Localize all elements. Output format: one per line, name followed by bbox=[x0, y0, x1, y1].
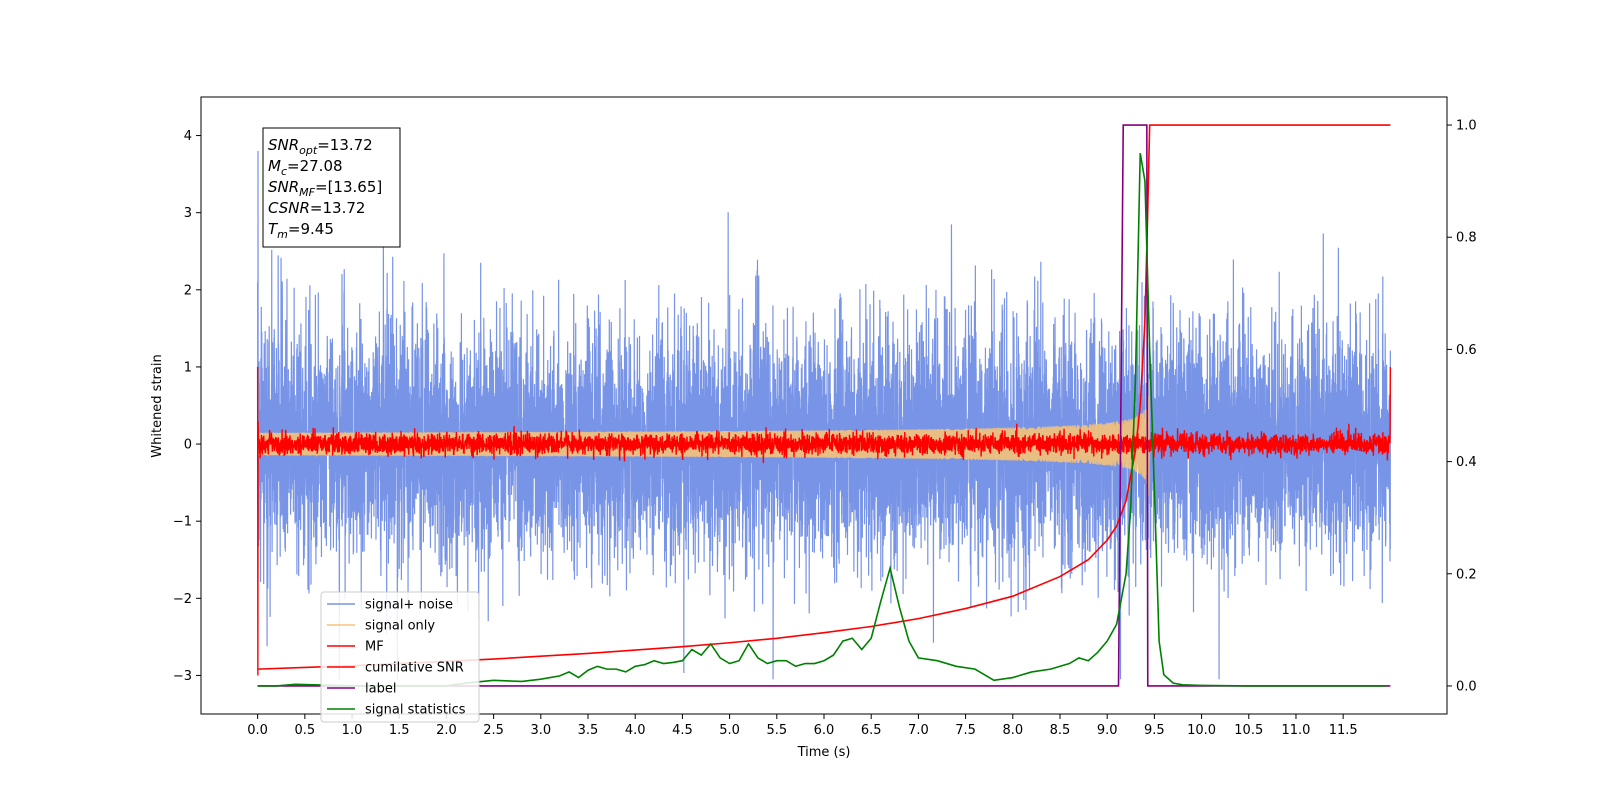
y-axis-label: Whitened strain bbox=[150, 354, 165, 457]
series-label bbox=[257, 124, 1391, 687]
x-tick-label: 1.0 bbox=[342, 723, 363, 738]
x-tick-label: 4.0 bbox=[625, 723, 646, 738]
legend-entry: signal statistics bbox=[365, 703, 466, 718]
legend-entry: MF bbox=[365, 640, 384, 655]
y-tick-label: 1 bbox=[184, 360, 192, 375]
y-axis-left: −3 −2 −1 0 1 2 3 4 bbox=[173, 129, 201, 684]
x-tick-label: 8.5 bbox=[1050, 723, 1071, 738]
legend-entry: signal only bbox=[365, 619, 435, 634]
legend-entry: cumilative SNR bbox=[365, 661, 464, 676]
x-tick-label: 0.5 bbox=[294, 723, 315, 738]
y-axis-right: 0.0 0.2 0.4 0.6 0.8 1.0 bbox=[1447, 119, 1477, 694]
x-tick-label: 3.5 bbox=[578, 723, 599, 738]
x-tick-label: 4.5 bbox=[672, 723, 693, 738]
x-tick-label: 7.0 bbox=[908, 723, 929, 738]
x-tick-label: 1.5 bbox=[389, 723, 410, 738]
x-tick-label: 6.0 bbox=[814, 723, 835, 738]
y-tick-label: −3 bbox=[173, 669, 192, 684]
series-signal-statistics bbox=[257, 152, 1386, 687]
annotation-line: Tm=9.45 bbox=[268, 220, 334, 241]
x-tick-label: 2.0 bbox=[436, 723, 457, 738]
x-tick-label: 11.0 bbox=[1281, 723, 1310, 738]
y2-tick-label: 1.0 bbox=[1456, 119, 1477, 134]
y2-tick-label: 0.6 bbox=[1456, 343, 1477, 358]
y-tick-label: 0 bbox=[184, 438, 192, 453]
y2-tick-label: 0.2 bbox=[1456, 567, 1477, 582]
y-tick-label: −1 bbox=[173, 515, 192, 530]
annotation-line: CSNR=13.72 bbox=[268, 199, 365, 217]
x-tick-label: 0.0 bbox=[247, 723, 268, 738]
series-mf bbox=[256, 366, 1392, 676]
annotation-frame bbox=[262, 127, 401, 248]
legend-entry: label bbox=[365, 682, 396, 697]
x-tick-label: 8.0 bbox=[1002, 723, 1023, 738]
annotation-line: SNRopt=13.72 bbox=[268, 136, 373, 157]
y2-tick-label: 0.4 bbox=[1456, 455, 1477, 470]
legend-frame bbox=[320, 591, 480, 723]
y-tick-label: 4 bbox=[184, 129, 192, 144]
annotation-line: Mc=27.08 bbox=[268, 157, 343, 178]
y-tick-label: −2 bbox=[173, 592, 192, 607]
annotation-box: SNRopt=13.72Mc=27.08SNRMF=[13.65]CSNR=13… bbox=[262, 127, 401, 248]
x-tick-label: 9.0 bbox=[1097, 723, 1118, 738]
x-axis: 0.0 0.5 1.0 1.5 2.0 2.5 3.0 3.5 4.0 4.5 5.0 5.5 6.0 6… bbox=[247, 714, 1358, 738]
series-signal-only bbox=[257, 378, 1150, 497]
x-tick-label: 7.5 bbox=[955, 723, 976, 738]
x-axis-label: Time (s) bbox=[797, 745, 851, 760]
legend: signal+ noise signal only MF cumilative SNR… bbox=[320, 591, 480, 723]
x-tick-label: 2.5 bbox=[483, 723, 504, 738]
x-tick-label: 6.5 bbox=[861, 723, 882, 738]
annotation-line: SNRMF=[13.65] bbox=[268, 178, 382, 199]
x-tick-label: 10.5 bbox=[1234, 723, 1263, 738]
x-tick-label: 10.0 bbox=[1187, 723, 1216, 738]
x-tick-label: 3.0 bbox=[530, 723, 551, 738]
x-tick-label: 11.5 bbox=[1329, 723, 1358, 738]
y-tick-label: 3 bbox=[184, 206, 192, 221]
y2-tick-label: 0.8 bbox=[1456, 231, 1477, 246]
x-tick-label: 5.5 bbox=[766, 723, 787, 738]
y-tick-label: 2 bbox=[184, 283, 192, 298]
x-tick-label: 5.0 bbox=[719, 723, 740, 738]
x-tick-label: 9.5 bbox=[1144, 723, 1165, 738]
legend-entry: signal+ noise bbox=[365, 598, 453, 613]
y2-tick-label: 0.0 bbox=[1456, 679, 1477, 694]
